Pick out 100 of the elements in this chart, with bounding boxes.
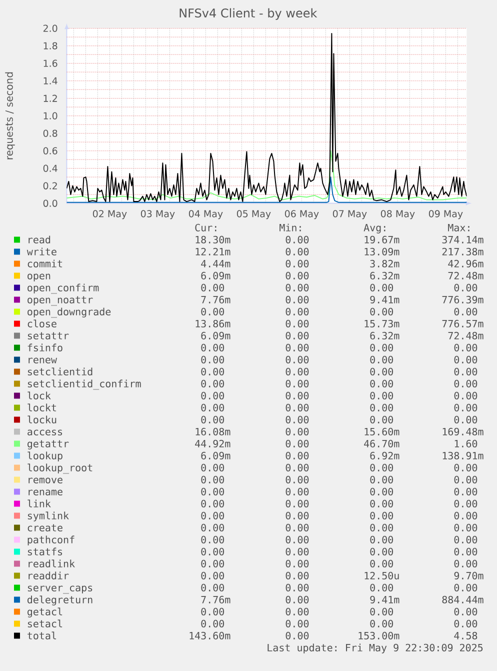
text: 0.00 <box>370 560 394 568</box>
text: 0.00 <box>370 488 394 496</box>
text: 0.00 <box>286 272 309 280</box>
text: 776.39m <box>442 296 484 304</box>
x-tick-label: 07 May <box>332 210 367 220</box>
text: 15.60m <box>364 428 400 436</box>
text: 0.00 <box>454 584 478 592</box>
text: 46.70m <box>364 440 400 448</box>
text: Min: <box>280 224 301 232</box>
text: 0.00 <box>454 608 478 616</box>
legend-label: fsinfo <box>28 344 62 352</box>
text: 15.73m <box>364 320 400 328</box>
legend-label: open_downgrade <box>28 308 111 318</box>
text: 19.67m <box>364 236 400 244</box>
text: 0.00 <box>201 488 224 496</box>
text: 0.00 <box>286 248 309 256</box>
text: 6.32m <box>370 272 400 280</box>
text: 0.00 <box>201 524 224 532</box>
text: 0.00 <box>201 416 224 424</box>
text: 0.00 <box>201 548 224 556</box>
text: 217.38m <box>442 248 484 256</box>
text: 0.00 <box>454 500 478 508</box>
text: 138.91m <box>442 452 484 460</box>
text: 0.00 <box>286 392 309 400</box>
text: 7.76m <box>201 296 230 304</box>
x-tick-label: 06 May <box>284 210 319 220</box>
y-tick-label: 0.4 <box>43 164 58 172</box>
text: 0.00 <box>286 404 309 412</box>
legend-label: locku <box>28 416 56 424</box>
legend-label: access <box>28 430 62 436</box>
text: 0.00 <box>286 368 309 376</box>
legend-label: remove <box>28 478 62 484</box>
y-tick-label: 1.8 <box>44 42 58 50</box>
text: 0.00 <box>454 476 478 484</box>
text: 0.00 <box>454 344 478 352</box>
text: 0.00 <box>286 560 309 568</box>
text: 4.58 <box>454 632 478 640</box>
legend-label: setclientid_confirm <box>28 380 141 390</box>
text: 0.00 <box>454 416 478 424</box>
text: 0.00 <box>286 596 309 604</box>
text: 0.00 <box>286 236 309 244</box>
legend-label: lookup_root <box>28 464 92 474</box>
text: 0.00 <box>201 368 224 376</box>
text: 0.00 <box>370 284 394 292</box>
text: 0.00 <box>201 560 224 568</box>
text: 0.00 <box>370 308 394 316</box>
legend-label: rename <box>28 490 62 496</box>
text: 7.76m <box>201 596 230 604</box>
text: 0.00 <box>201 572 224 580</box>
legend-label: readdir <box>28 572 69 580</box>
text: 0.00 <box>201 392 224 400</box>
text: 0.00 <box>286 320 309 328</box>
text: 0.00 <box>201 620 224 628</box>
text: 9.41m <box>370 596 400 604</box>
text: 6.09m <box>201 272 230 280</box>
y-tick-label: 0.8 <box>43 130 58 137</box>
text: 0.00 <box>454 620 478 628</box>
text: 0.00 <box>370 356 394 364</box>
text: 0.00 <box>201 356 224 364</box>
text: Cur: <box>195 224 216 232</box>
legend-label: lockt <box>28 404 56 412</box>
legend-label: statfs <box>28 548 62 556</box>
y-tick-label: 0.2 <box>43 182 57 190</box>
text: 0.00 <box>286 344 309 352</box>
text: 0.00 <box>201 284 224 292</box>
text: 3.82m <box>370 260 400 268</box>
text: 0.00 <box>454 524 478 532</box>
chart-title: NFSv4 Client - by week <box>180 8 318 20</box>
text: 0.00 <box>201 308 224 316</box>
text: 13.09m <box>364 248 400 256</box>
text: 42.96m <box>448 260 484 268</box>
text: Avg: <box>364 224 386 234</box>
text: 6.09m <box>201 332 230 340</box>
x-tick-label: 02 May <box>92 210 127 220</box>
text: 0.00 <box>286 488 309 496</box>
y-tick-label: 1.2 <box>44 94 57 102</box>
text: 12.50u <box>364 572 399 580</box>
text: 776.57m <box>442 320 484 328</box>
text: 0.00 <box>286 536 309 544</box>
text: 0.00 <box>370 416 394 424</box>
y-tick-label: 2.0 <box>43 24 58 32</box>
text: 0.00 <box>286 572 309 580</box>
text: 0.00 <box>370 368 394 376</box>
text: 44.92m <box>195 440 230 448</box>
legend-label: getattr <box>27 440 69 450</box>
text: 0.00 <box>286 464 309 472</box>
legend-label: symlink <box>28 512 69 522</box>
text: 374.14m <box>442 236 484 244</box>
text: 0.00 <box>370 464 394 472</box>
legend-label: open <box>28 274 50 282</box>
text: 0.00 <box>286 524 309 532</box>
legend-label: open_noattr <box>28 296 93 306</box>
text: 0.00 <box>286 284 309 292</box>
y-axis-title: requests / second <box>5 72 15 160</box>
text: 0.00 <box>201 404 224 412</box>
text: 0.00 <box>286 512 309 520</box>
text: 6.32m <box>370 332 400 340</box>
text: 0.00 <box>454 548 478 556</box>
x-tick-label: 09 May <box>428 210 463 220</box>
text: 0.00 <box>286 380 309 388</box>
